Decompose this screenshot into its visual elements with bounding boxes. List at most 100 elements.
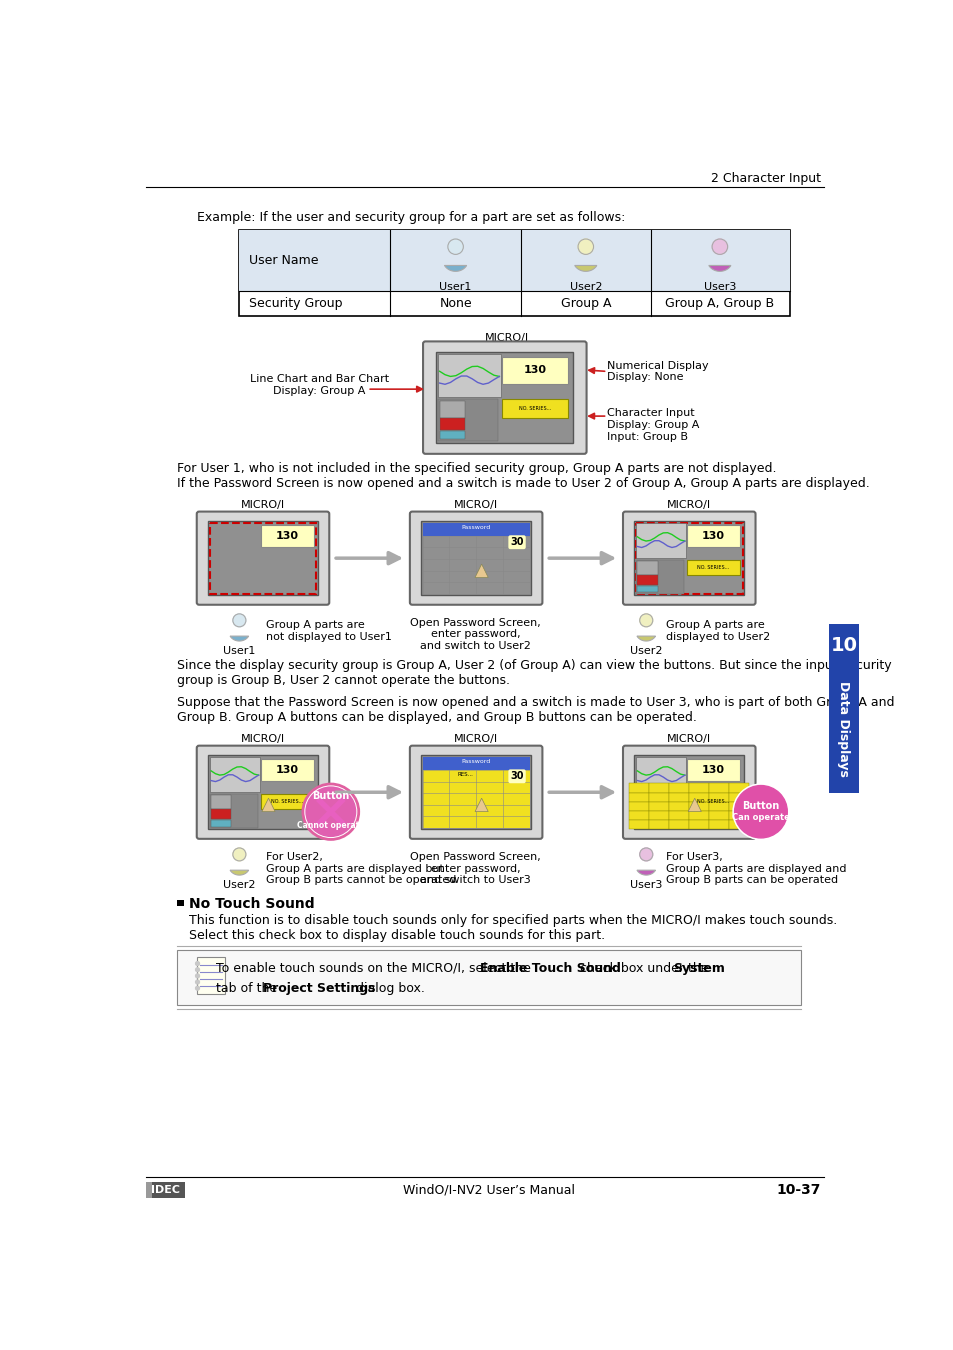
Text: 130: 130 <box>523 366 546 375</box>
Text: Numerical Display
Display: None: Numerical Display Display: None <box>607 360 708 382</box>
Bar <box>437 400 497 441</box>
Bar <box>449 805 476 817</box>
Text: User3: User3 <box>703 282 736 292</box>
Text: group is Group B, User 2 cannot operate the buttons.: group is Group B, User 2 cannot operate … <box>177 675 510 687</box>
Bar <box>688 802 708 811</box>
Text: For User 1, who is not included in the specified security group, Group A parts a: For User 1, who is not included in the s… <box>177 462 776 475</box>
Text: 10-37: 10-37 <box>776 1183 820 1197</box>
Text: User3: User3 <box>629 880 661 890</box>
Text: Example: If the user and security group for a part are set as follows:: Example: If the user and security group … <box>196 211 624 224</box>
Bar <box>649 783 669 792</box>
Bar <box>634 755 743 829</box>
Bar <box>501 356 567 383</box>
Circle shape <box>711 239 727 254</box>
Text: Open Password Screen,
enter password,
and switch to User2: Open Password Screen, enter password, an… <box>410 618 540 651</box>
Text: Group A parts are
displayed to User2: Group A parts are displayed to User2 <box>665 620 769 641</box>
Bar <box>502 782 529 794</box>
Bar <box>422 756 529 770</box>
Bar <box>239 230 789 316</box>
Bar <box>501 400 567 417</box>
Bar <box>177 949 801 1006</box>
FancyBboxPatch shape <box>622 745 755 838</box>
Text: User1: User1 <box>439 282 472 292</box>
Bar <box>635 756 686 792</box>
Text: 30: 30 <box>510 537 523 547</box>
Text: For User3,
Group A parts are displayed and
Group B parts can be operated: For User3, Group A parts are displayed a… <box>665 852 845 886</box>
Text: Enable Touch Sound: Enable Touch Sound <box>479 961 619 975</box>
Bar <box>210 756 260 792</box>
Bar <box>635 522 742 594</box>
Text: This function is to disable touch sounds only for specified parts when the MICRO: This function is to disable touch sounds… <box>189 914 837 927</box>
FancyBboxPatch shape <box>622 512 755 605</box>
Bar <box>502 817 529 828</box>
Circle shape <box>639 848 652 861</box>
Bar <box>422 805 449 817</box>
Bar <box>728 783 748 792</box>
Bar <box>728 811 748 821</box>
FancyBboxPatch shape <box>196 512 329 605</box>
Circle shape <box>732 784 788 840</box>
Bar <box>422 769 449 782</box>
Bar <box>637 586 657 593</box>
PathPatch shape <box>444 266 466 271</box>
Text: IDEC: IDEC <box>152 1185 180 1195</box>
Bar <box>177 899 183 906</box>
Bar <box>436 352 573 443</box>
Bar <box>210 522 316 594</box>
Bar <box>728 802 748 811</box>
Text: Group A, Group B: Group A, Group B <box>664 297 774 310</box>
Text: 130: 130 <box>701 765 724 775</box>
Text: Line Chart and Bar Chart
Display: Group A: Line Chart and Bar Chart Display: Group … <box>250 374 389 396</box>
Bar <box>420 521 531 595</box>
Bar <box>449 794 476 805</box>
Bar <box>211 819 232 826</box>
Text: User Name: User Name <box>249 254 318 267</box>
Polygon shape <box>687 798 700 811</box>
Bar <box>502 805 529 817</box>
Text: Data Displays: Data Displays <box>837 682 849 778</box>
Bar <box>449 782 476 794</box>
Bar <box>708 792 728 802</box>
Text: Button: Button <box>741 801 779 810</box>
Circle shape <box>306 787 355 837</box>
Circle shape <box>195 961 199 965</box>
Text: 30: 30 <box>510 771 523 782</box>
Bar <box>669 811 688 821</box>
Text: MICRO/I: MICRO/I <box>454 500 497 510</box>
Bar <box>629 783 649 792</box>
Bar <box>422 522 529 536</box>
Text: MICRO/I: MICRO/I <box>240 500 284 510</box>
Bar <box>146 1183 152 1197</box>
Bar <box>635 560 683 594</box>
Circle shape <box>734 786 786 838</box>
PathPatch shape <box>708 266 730 271</box>
Text: User2: User2 <box>629 645 661 656</box>
Text: Password: Password <box>461 759 490 764</box>
Text: Password: Password <box>461 525 490 531</box>
Text: NO. SERIES...: NO. SERIES... <box>518 406 550 410</box>
Text: Group A: Group A <box>560 297 611 310</box>
Text: 130: 130 <box>701 531 724 541</box>
Bar <box>669 792 688 802</box>
Bar <box>211 809 232 818</box>
Text: Project Settings: Project Settings <box>262 981 375 995</box>
Circle shape <box>195 973 199 977</box>
Text: User2: User2 <box>223 880 255 890</box>
Bar <box>449 769 476 782</box>
Circle shape <box>233 848 246 861</box>
Bar <box>686 759 740 782</box>
Bar <box>688 783 708 792</box>
Bar <box>669 783 688 792</box>
Circle shape <box>639 614 652 626</box>
Text: tab of the: tab of the <box>216 981 281 995</box>
Bar <box>476 794 502 805</box>
Bar <box>629 821 649 829</box>
Bar <box>686 560 740 575</box>
Bar <box>828 624 858 794</box>
Text: MICRO/I: MICRO/I <box>484 332 528 343</box>
Text: 2 Character Input: 2 Character Input <box>710 173 820 185</box>
Circle shape <box>303 784 358 840</box>
Bar <box>239 230 789 292</box>
Bar <box>502 794 529 805</box>
Bar <box>422 782 449 794</box>
